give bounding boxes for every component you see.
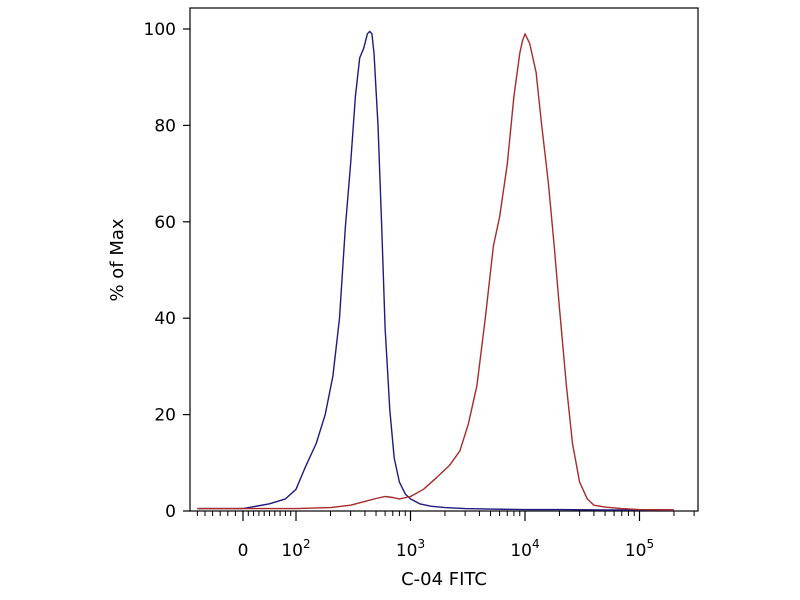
x-tick-label: 102	[281, 537, 310, 561]
plot-frame	[189, 7, 699, 512]
y-tick-label: 100	[144, 20, 176, 40]
plot-area	[189, 7, 699, 512]
x-tick-label: 0	[238, 541, 249, 561]
series-layer	[197, 30, 675, 511]
y-tick-label: 60	[154, 213, 176, 233]
x-tick-label: 104	[510, 537, 539, 561]
y-tick-label: 0	[165, 502, 176, 522]
histogram-series-2	[197, 33, 675, 511]
y-tick-label: 20	[154, 406, 176, 426]
y-tick-label: 80	[154, 116, 176, 136]
y-tick-label: 40	[154, 309, 176, 329]
x-tick-label: 105	[625, 537, 654, 561]
x-axis: 0 102 103 104 105	[196, 511, 695, 561]
x-tick-label: 103	[396, 537, 425, 561]
y-axis: 0 20 40 60 80 100	[144, 20, 190, 522]
histogram-series-1	[197, 30, 674, 511]
x-axis-title: C-04 FITC	[401, 569, 487, 590]
y-axis-title: % of Max	[107, 218, 128, 301]
